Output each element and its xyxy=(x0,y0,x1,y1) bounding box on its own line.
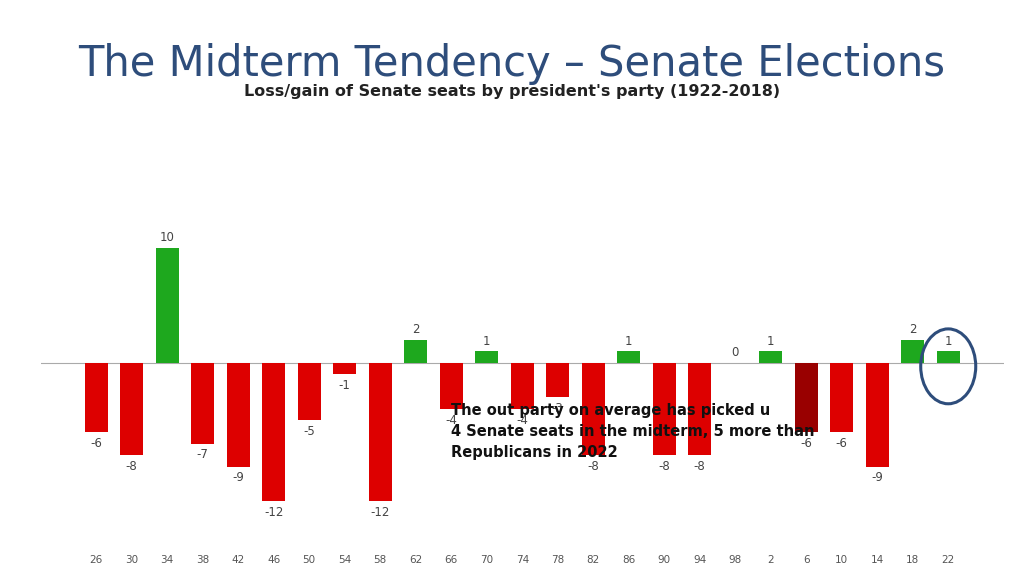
Bar xyxy=(369,363,392,501)
Text: 1: 1 xyxy=(483,335,490,348)
Text: -7: -7 xyxy=(197,448,209,461)
Bar xyxy=(85,363,108,432)
Bar xyxy=(582,363,605,455)
Text: -8: -8 xyxy=(694,460,706,473)
Text: 1: 1 xyxy=(944,335,952,348)
Text: 0: 0 xyxy=(731,346,739,359)
Text: 2: 2 xyxy=(412,323,420,336)
Bar xyxy=(475,351,499,363)
Text: -8: -8 xyxy=(126,460,137,473)
Text: -9: -9 xyxy=(232,471,244,484)
Bar xyxy=(333,363,356,374)
Text: -5: -5 xyxy=(303,425,315,438)
Text: -3: -3 xyxy=(552,402,563,415)
Bar xyxy=(652,363,676,455)
Bar xyxy=(298,363,321,420)
Text: -1: -1 xyxy=(339,379,350,392)
Text: The Midterm Tendency – Senate Elections: The Midterm Tendency – Senate Elections xyxy=(79,43,945,85)
Text: -4: -4 xyxy=(516,414,528,427)
Text: -8: -8 xyxy=(658,460,670,473)
Bar xyxy=(937,351,959,363)
Bar xyxy=(546,363,569,397)
Bar xyxy=(156,248,179,363)
Text: 2: 2 xyxy=(909,323,916,336)
Bar xyxy=(759,351,782,363)
Text: -12: -12 xyxy=(371,506,390,519)
Bar xyxy=(439,363,463,409)
Bar xyxy=(865,363,889,467)
Text: -8: -8 xyxy=(588,460,599,473)
Bar xyxy=(404,340,427,363)
Text: -6: -6 xyxy=(836,437,848,450)
Bar xyxy=(688,363,712,455)
Text: Loss/gain of Senate seats by president's party (1922-2018): Loss/gain of Senate seats by president's… xyxy=(244,84,780,98)
Bar xyxy=(191,363,214,444)
Text: -12: -12 xyxy=(264,506,284,519)
Bar xyxy=(511,363,534,409)
Text: The out party on average has picked u
4 Senate seats in the midterm, 5 more than: The out party on average has picked u 4 … xyxy=(451,403,814,460)
Text: 1: 1 xyxy=(767,335,774,348)
Text: -6: -6 xyxy=(90,437,102,450)
Bar xyxy=(830,363,853,432)
Text: -6: -6 xyxy=(801,437,812,450)
Bar xyxy=(901,340,925,363)
Text: 1: 1 xyxy=(625,335,633,348)
Text: -9: -9 xyxy=(871,471,883,484)
Bar xyxy=(120,363,143,455)
Bar xyxy=(226,363,250,467)
Text: -4: -4 xyxy=(445,414,457,427)
Bar xyxy=(795,363,818,432)
Text: 10: 10 xyxy=(160,231,175,244)
Bar xyxy=(262,363,286,501)
Bar xyxy=(617,351,640,363)
